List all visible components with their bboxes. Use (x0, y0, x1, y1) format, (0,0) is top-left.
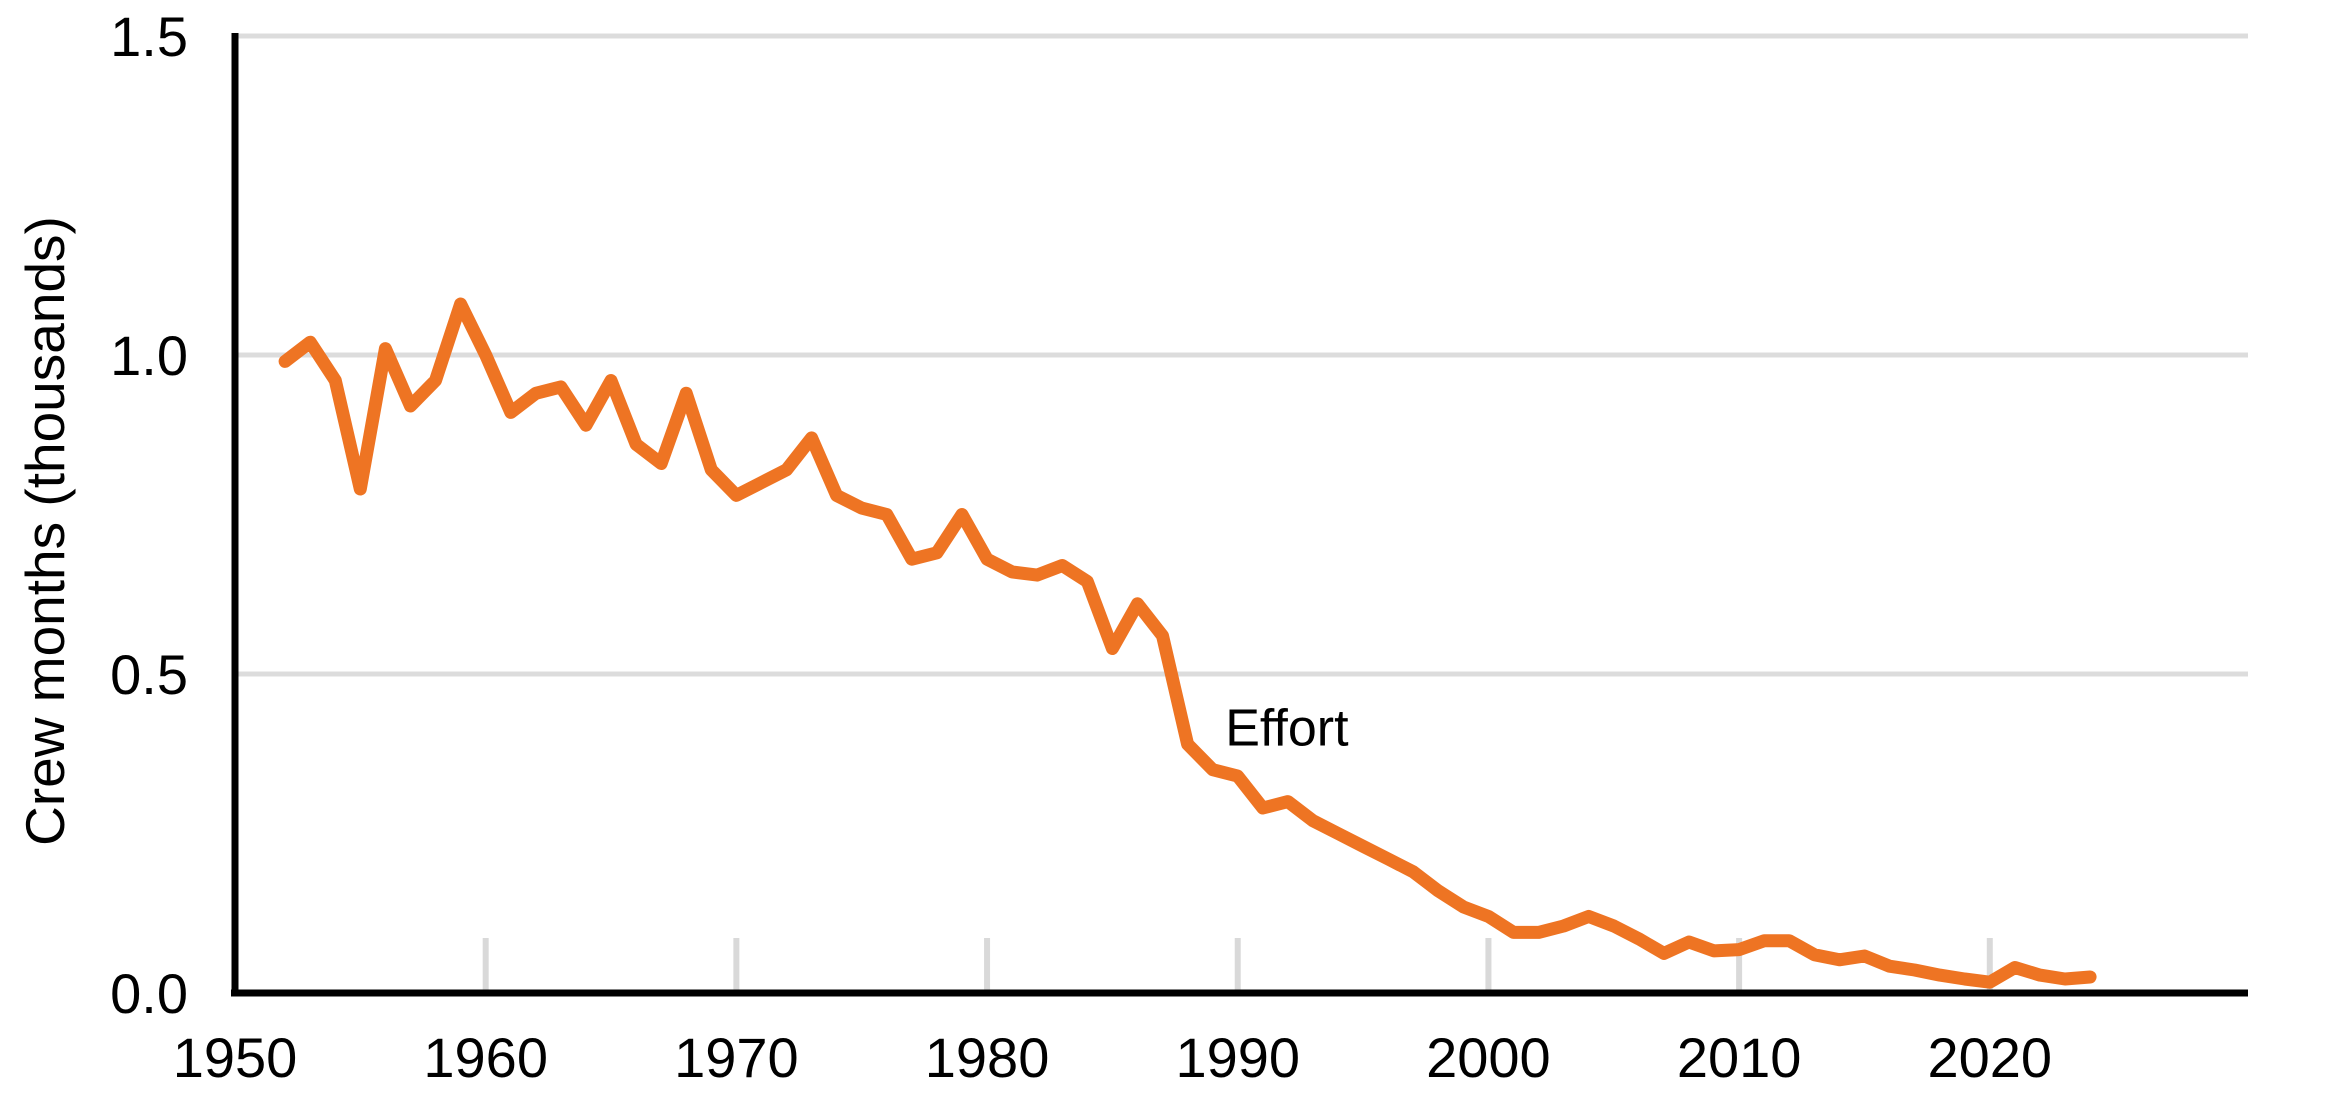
axes (231, 33, 2248, 997)
x-tick-label: 2010 (1677, 1026, 1802, 1089)
x-tick-label: 1950 (173, 1026, 298, 1089)
x-tick-labels: 1950 1960 1970 1980 1990 2000 2010 2020 (173, 1026, 2052, 1089)
y-axis-title: Crew months (thousands) (14, 216, 76, 846)
effort-series-line (278, 297, 2097, 989)
x-tick-label: 1990 (1175, 1026, 1300, 1089)
x-tick-label: 2000 (1426, 1026, 1551, 1089)
gridlines (237, 33, 2248, 677)
series-label-effort: Effort (1225, 699, 1349, 757)
y-tick-labels: 0.0 0.5 1.0 1.5 (110, 5, 188, 1025)
y-tick-label: 0.5 (110, 643, 188, 706)
y-tick-label: 1.5 (110, 5, 188, 68)
x-tick-label: 1980 (925, 1026, 1050, 1089)
x-tick-label: 1970 (674, 1026, 799, 1089)
x-tick-label: 1960 (423, 1026, 548, 1089)
x-tick-label: 2020 (1928, 1026, 2053, 1089)
y-tick-label: 1.0 (110, 324, 188, 387)
y-tick-label: 0.0 (110, 962, 188, 1025)
